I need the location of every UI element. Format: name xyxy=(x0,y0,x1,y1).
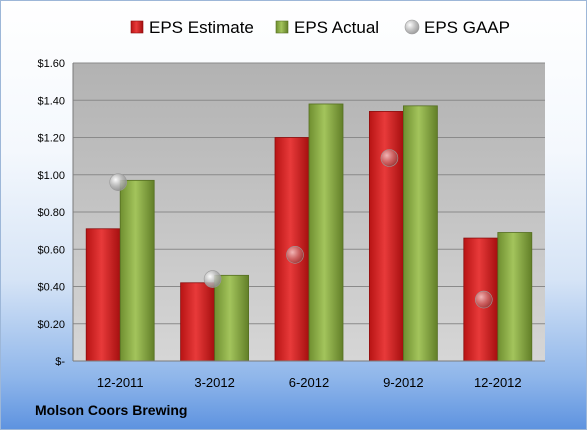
actual-bar xyxy=(402,105,438,362)
y-tick-label: $1.00 xyxy=(37,170,65,182)
estimate-bar xyxy=(368,111,404,362)
actual-bar xyxy=(119,179,155,362)
legend-swatch xyxy=(404,19,420,35)
estimate-bar xyxy=(85,228,121,362)
y-axis: $- $0.20 $0.40 $0.60 $0.80 $1.00 $1.20 $1.40 $1.… xyxy=(37,58,545,368)
y-tick-label: $0.80 xyxy=(37,207,65,219)
gaap-point xyxy=(109,173,127,191)
actual-bar xyxy=(214,274,250,362)
y-tick-label: $1.40 xyxy=(37,95,65,107)
y-tick-label: $0.40 xyxy=(37,282,65,294)
legend-label: EPS Actual xyxy=(294,18,379,37)
y-tick-label: $0.60 xyxy=(37,244,65,256)
bars xyxy=(85,103,533,362)
actual-bar xyxy=(497,232,533,362)
legend: EPS Estimate EPS Actual EPS GAAP xyxy=(130,18,510,37)
actual-bar xyxy=(308,103,344,362)
x-tick-label: 6-2012 xyxy=(289,375,329,390)
gaap-points xyxy=(109,149,493,309)
x-tick-label: 12-2011 xyxy=(97,375,144,390)
gaap-point xyxy=(203,270,222,288)
estimate-bar xyxy=(180,282,216,362)
y-tick-label: $0.20 xyxy=(37,319,65,331)
gaap-point xyxy=(380,149,399,167)
gaap-point xyxy=(286,246,304,264)
y-tick-label: $1.60 xyxy=(37,58,65,70)
y-tick-label: $1.20 xyxy=(37,133,65,145)
legend-swatch xyxy=(275,20,289,34)
x-tick-label: 9-2012 xyxy=(383,375,423,390)
y-tick-label: $- xyxy=(55,356,65,368)
legend-label: EPS Estimate xyxy=(149,18,254,37)
legend-label: EPS GAAP xyxy=(424,18,510,37)
x-axis: 12-2011 3-2012 6-2012 9-2012 12-2012 xyxy=(97,375,522,390)
x-tick-label: 12-2012 xyxy=(474,375,522,390)
company-name: Molson Coors Brewing xyxy=(35,402,188,418)
x-tick-label: 3-2012 xyxy=(194,375,234,390)
legend-swatch xyxy=(130,20,144,34)
gaap-point xyxy=(474,290,493,309)
